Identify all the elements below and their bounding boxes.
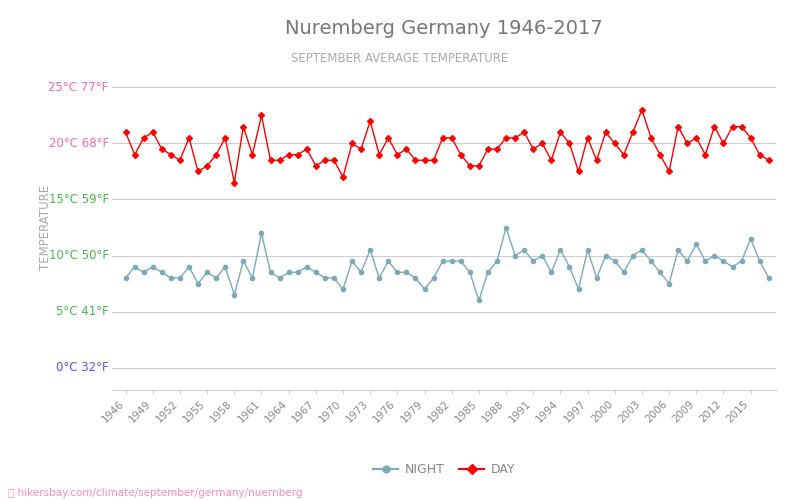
Text: SEPTEMBER AVERAGE TEMPERATURE: SEPTEMBER AVERAGE TEMPERATURE: [291, 52, 509, 66]
Text: 20°C 68°F: 20°C 68°F: [49, 137, 109, 150]
Legend: NIGHT, DAY: NIGHT, DAY: [368, 458, 520, 481]
Text: 0°C 32°F: 0°C 32°F: [56, 361, 109, 374]
Text: 5°C 41°F: 5°C 41°F: [56, 305, 109, 318]
Text: 15°C 59°F: 15°C 59°F: [49, 193, 109, 206]
Text: TEMPERATURE: TEMPERATURE: [39, 185, 52, 270]
Text: 25°C 77°F: 25°C 77°F: [49, 81, 109, 94]
Title: Nuremberg Germany 1946-2017: Nuremberg Germany 1946-2017: [285, 20, 603, 38]
Text: 10°C 50°F: 10°C 50°F: [49, 249, 109, 262]
Text: 📍 hikersbay.com/climate/september/germany/nuernberg: 📍 hikersbay.com/climate/september/german…: [8, 488, 302, 498]
